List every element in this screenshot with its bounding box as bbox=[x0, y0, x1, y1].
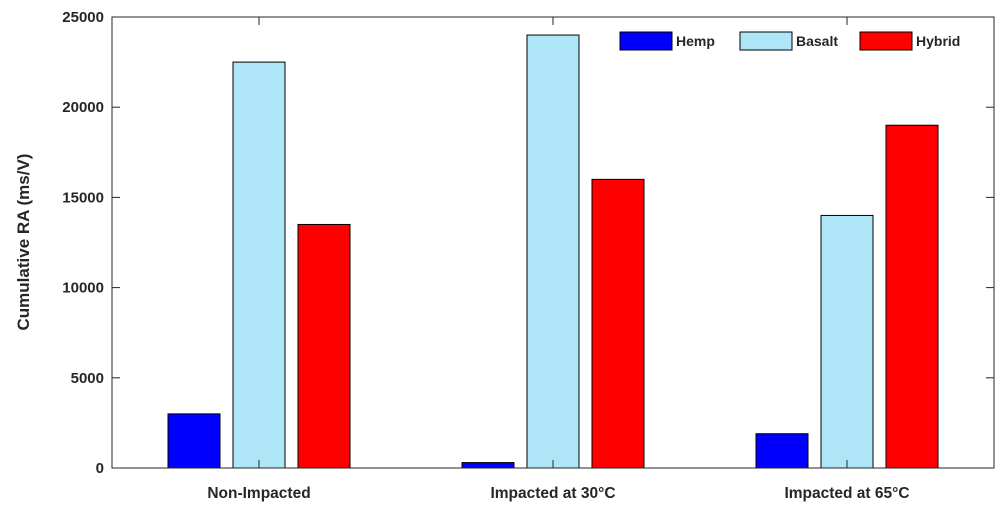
legend-swatch-basalt bbox=[739, 31, 793, 51]
y-axis-ticks: 0 5000 10000 15000 20000 25000 bbox=[62, 9, 994, 477]
bar-hemp-1 bbox=[461, 462, 515, 469]
x-axis-ticks: Non-Impacted Impacted at 30°C Impacted at … bbox=[207, 17, 910, 502]
legend-label-hemp: Hemp bbox=[676, 33, 715, 49]
bar-basalt-2 bbox=[820, 214, 874, 469]
y-tick-label: 25000 bbox=[62, 9, 104, 26]
legend-swatch-hemp bbox=[619, 31, 673, 51]
legend: Hemp Basalt Hybrid bbox=[619, 31, 960, 51]
x-tick-label: Impacted at 30°C bbox=[490, 485, 615, 502]
y-tick-label: 20000 bbox=[62, 99, 104, 116]
y-tick-label: 5000 bbox=[71, 370, 104, 387]
x-tick-label: Impacted at 65°C bbox=[784, 485, 909, 502]
legend-swatch-hybrid bbox=[859, 31, 913, 51]
y-axis-label: Cumulative RA (ms/V) bbox=[14, 154, 33, 331]
y-tick-label: 10000 bbox=[62, 280, 104, 297]
x-tick-label: Non-Impacted bbox=[207, 485, 310, 502]
bar-hemp-0 bbox=[167, 413, 221, 469]
legend-label-basalt: Basalt bbox=[796, 33, 838, 49]
bar-basalt-0 bbox=[232, 61, 286, 469]
legend-label-hybrid: Hybrid bbox=[916, 33, 960, 49]
bar-basalt-1 bbox=[526, 34, 580, 469]
bar-hybrid-1 bbox=[591, 178, 645, 469]
bar-hybrid-0 bbox=[297, 223, 351, 469]
bars-group bbox=[167, 34, 939, 469]
bar-hemp-2 bbox=[755, 433, 809, 469]
bar-hybrid-2 bbox=[885, 124, 939, 469]
y-tick-label: 0 bbox=[96, 460, 104, 477]
plot-frame bbox=[111, 16, 995, 469]
y-tick-label: 15000 bbox=[62, 189, 104, 206]
